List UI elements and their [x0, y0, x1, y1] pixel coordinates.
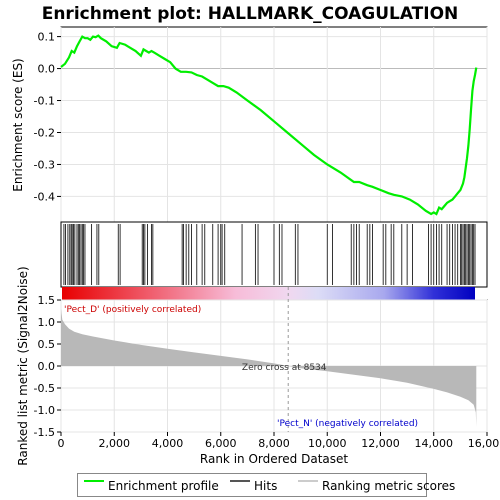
- chart-title: Enrichment plot: HALLMARK_COAGULATION: [42, 4, 459, 24]
- hits-panel: [60, 221, 488, 288]
- ranking-tick-label: 1.5: [38, 294, 56, 307]
- legend-swatch-profile: [84, 480, 104, 482]
- ranking-tick-label: -0.5: [34, 382, 55, 395]
- es-tick-label: -0.3: [34, 158, 55, 171]
- ranking-tick-label: -1.5: [34, 426, 55, 439]
- ranking-tick-label: 1.0: [38, 316, 56, 329]
- es-y-ticks: 0.1 0.0 -0.1 -0.2 -0.3 -0.4: [34, 31, 61, 203]
- legend-hits: Hits: [254, 479, 278, 493]
- ranking-panel: Zero cross at 8534 'Pect_D' (positively …: [16, 266, 500, 466]
- x-tick-label: 6,000: [205, 437, 237, 450]
- ranking-tick-label: 0.5: [38, 338, 56, 351]
- x-tick-label: 2,000: [99, 437, 131, 450]
- negative-label: 'Pect_N' (negatively correlated): [277, 419, 418, 429]
- ranking-metric-area: [61, 308, 477, 427]
- hit-lines: [63, 224, 476, 285]
- ranking-tick-label: 0.0: [38, 360, 56, 373]
- zero-cross-label: Zero cross at 8534: [242, 363, 327, 373]
- es-tick-label: 0.1: [38, 31, 56, 44]
- ranking-tick-label: -1.0: [34, 404, 55, 417]
- x-tick-label: 8,000: [258, 437, 290, 450]
- es-tick-label: 0.0: [38, 63, 56, 76]
- legend-swatch-hits: [230, 480, 250, 482]
- positive-label: 'Pect_D' (positively correlated): [64, 305, 201, 315]
- es-tick-label: -0.4: [34, 190, 55, 203]
- correlation-color-bar: [62, 287, 475, 300]
- ranking-y-ticks: 1.5 1.0 0.5 0.0 -0.5 -1.0 -1.5: [34, 294, 61, 439]
- x-tick-label: 12,000: [361, 437, 400, 450]
- enrichment-profile-line: [60, 34, 478, 216]
- legend-ranking-metric: Ranking metric scores: [322, 479, 456, 493]
- es-panel: 0.1 0.0 -0.1 -0.2 -0.3 -0.4 Enrichment score …: [11, 26, 488, 223]
- es-tick-label: -0.1: [34, 95, 55, 108]
- es-y-label: Enrichment score (ES): [11, 58, 25, 191]
- x-tick-label: 14,000: [415, 437, 454, 450]
- color-bar-fill: [62, 287, 475, 300]
- legend-enrichment-profile: Enrichment profile: [108, 479, 219, 493]
- x-tick-label: 16,000: [468, 437, 500, 450]
- ranking-x-ticks: 0 2,000 4,000 6,000 8,000 10,000 12,000 14,000 1…: [58, 432, 500, 450]
- x-tick-label: 0: [58, 437, 65, 450]
- es-tick-label: -0.2: [34, 126, 55, 139]
- x-tick-label: 4,000: [152, 437, 184, 450]
- x-axis-label: Rank in Ordered Dataset: [200, 452, 348, 466]
- legend: Enrichment profile Hits Ranking metric s…: [77, 473, 455, 497]
- ranking-y-label: Ranked list metric (Signal2Noise): [16, 266, 30, 465]
- legend-swatch-ranking: [298, 480, 318, 482]
- x-tick-label: 10,000: [308, 437, 347, 450]
